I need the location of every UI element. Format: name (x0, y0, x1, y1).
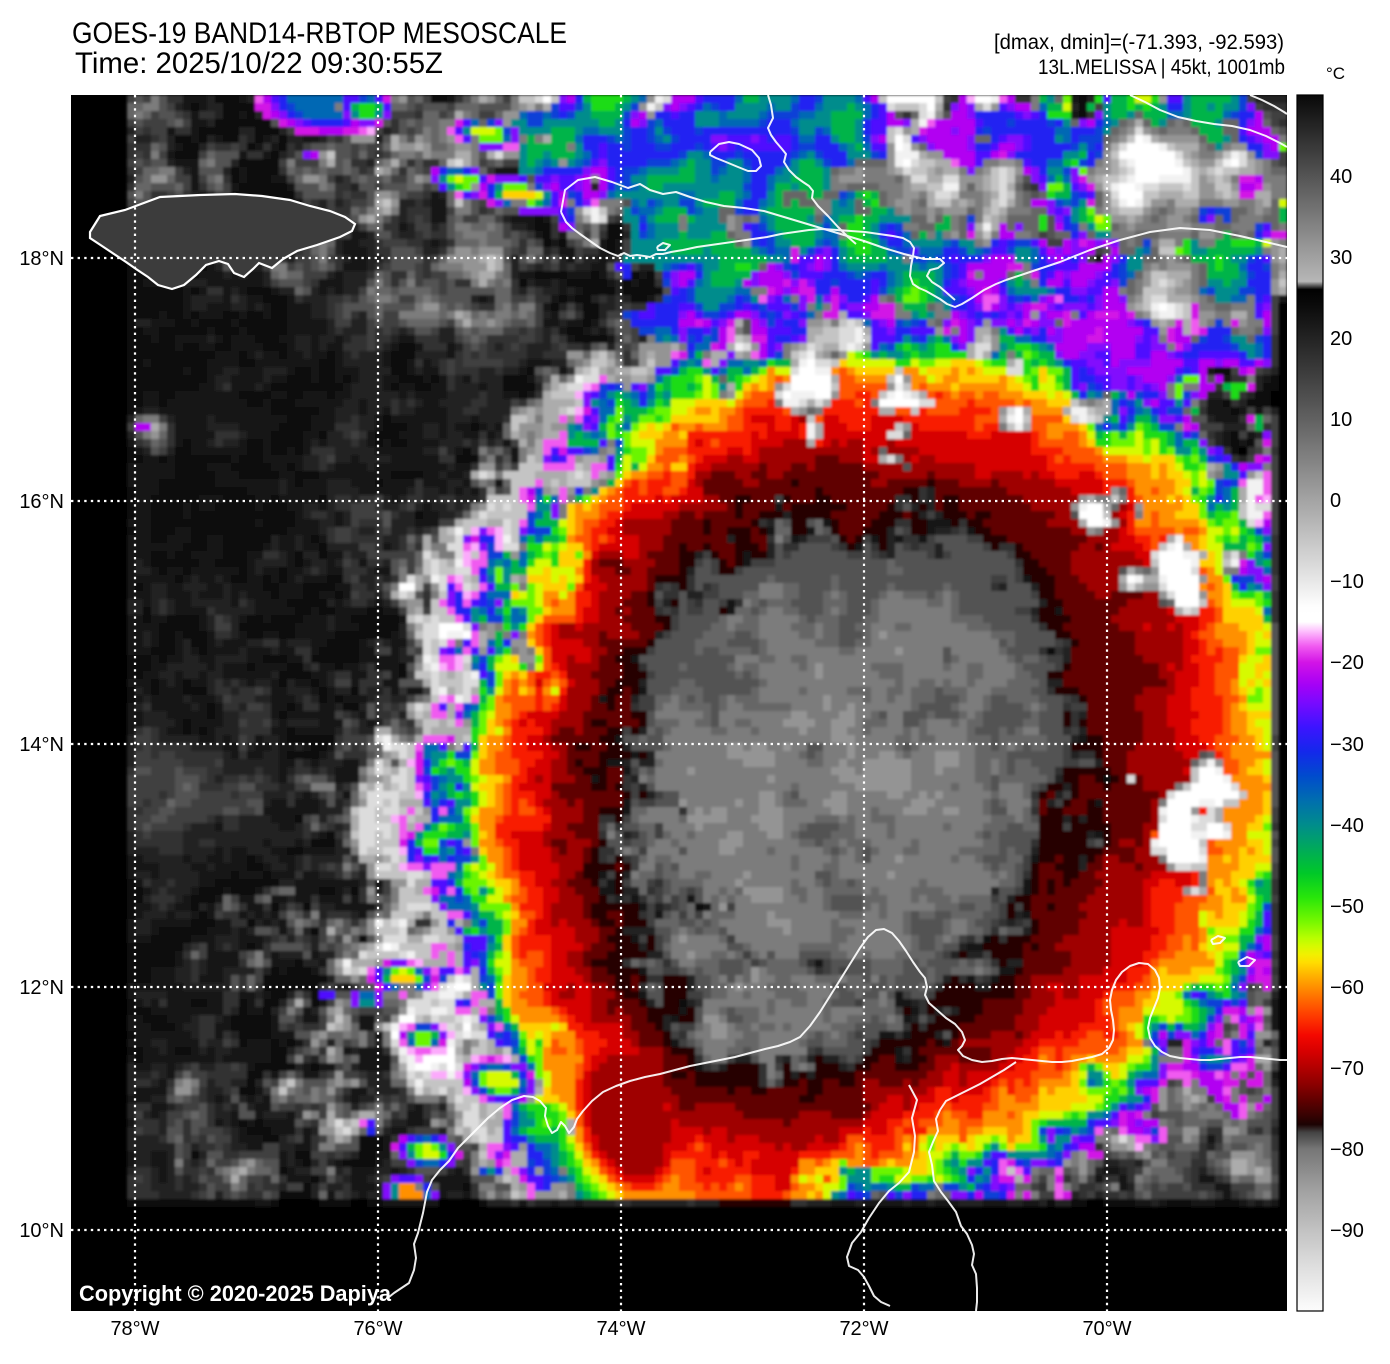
svg-text:14°N: 14°N (19, 734, 64, 756)
svg-text:−30: −30 (1330, 734, 1364, 756)
svg-text:18°N: 18°N (19, 248, 64, 270)
svg-text:°C: °C (1326, 64, 1345, 83)
svg-text:40: 40 (1330, 166, 1352, 188)
svg-text:72°W: 72°W (839, 1318, 888, 1340)
svg-text:−20: −20 (1330, 652, 1364, 674)
svg-text:−40: −40 (1330, 815, 1364, 837)
svg-text:12°N: 12°N (19, 977, 64, 999)
svg-text:−90: −90 (1330, 1220, 1364, 1242)
svg-text:−50: −50 (1330, 896, 1364, 918)
svg-text:−70: −70 (1330, 1058, 1364, 1080)
svg-text:13L.MELISSA | 45kt, 1001mb: 13L.MELISSA | 45kt, 1001mb (1038, 56, 1285, 79)
svg-text:78°W: 78°W (110, 1318, 159, 1340)
svg-text:30: 30 (1330, 247, 1352, 269)
svg-text:[dmax, dmin]=(-71.393, -92.593: [dmax, dmin]=(-71.393, -92.593) (994, 31, 1284, 54)
svg-text:−10: −10 (1330, 571, 1364, 593)
svg-text:16°N: 16°N (19, 491, 64, 513)
svg-text:74°W: 74°W (596, 1318, 645, 1340)
svg-text:0: 0 (1330, 490, 1341, 512)
svg-text:10: 10 (1330, 409, 1352, 431)
svg-text:Copyright © 2020-2025 Dapiya: Copyright © 2020-2025 Dapiya (79, 1281, 392, 1306)
svg-text:−80: −80 (1330, 1139, 1364, 1161)
svg-text:−60: −60 (1330, 977, 1364, 999)
svg-text:Time: 2025/10/22 09:30:55Z: Time: 2025/10/22 09:30:55Z (75, 47, 443, 80)
svg-text:20: 20 (1330, 328, 1352, 350)
svg-text:10°N: 10°N (19, 1220, 64, 1242)
svg-text:70°W: 70°W (1082, 1318, 1131, 1340)
svg-text:76°W: 76°W (353, 1318, 402, 1340)
svg-text:GOES-19 BAND14-RBTOP MESOSCALE: GOES-19 BAND14-RBTOP MESOSCALE (72, 17, 567, 50)
